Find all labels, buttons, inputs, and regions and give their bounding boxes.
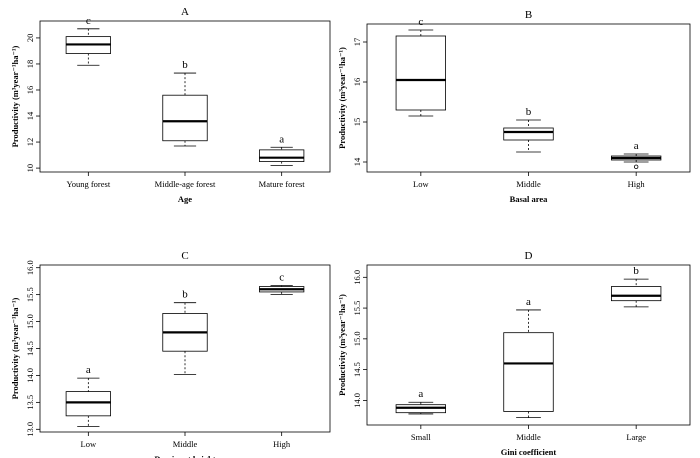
- panel-b: B 14 15 16 17 Productivity (m³year⁻¹ha⁻¹) Low M…: [337, 9, 691, 204]
- x-axis-title: Basal area: [510, 194, 549, 204]
- box-middle: b: [503, 106, 554, 153]
- x-tick-label: High: [628, 179, 646, 189]
- box-low: c: [395, 16, 446, 117]
- x-tick-label: Large: [626, 432, 646, 442]
- box-young-forest: c: [65, 15, 111, 66]
- y-tick-label: 16: [352, 78, 362, 87]
- y-tick-label: 15.0: [25, 314, 35, 329]
- y-tick-label: 16.0: [352, 270, 362, 285]
- significance-letter: a: [418, 388, 423, 400]
- y-tick-label: 10: [25, 164, 35, 173]
- y-tick-label: 14.5: [352, 362, 362, 377]
- iqr-box: [65, 391, 111, 417]
- y-tick-label: 15.5: [25, 287, 35, 302]
- y-tick-label: 13.5: [25, 395, 35, 410]
- significance-letter: b: [633, 265, 639, 277]
- box-high: c: [259, 271, 305, 296]
- panel-title: B: [525, 9, 532, 21]
- y-tick-label: 15: [352, 118, 362, 127]
- x-tick-label: Middle-age forest: [155, 179, 216, 189]
- y-axis-title: Productivity (m³year⁻¹ha⁻¹): [337, 294, 347, 396]
- y-tick-label: 16: [25, 86, 35, 95]
- y-tick-label: 18: [25, 60, 35, 68]
- x-tick-label: Low: [413, 179, 429, 189]
- x-axis-title: Dominant height: [154, 454, 215, 458]
- x-tick-label: Small: [411, 432, 431, 442]
- y-tick-label: 17: [352, 38, 362, 47]
- box-low: a: [65, 364, 111, 428]
- box-middle: a: [503, 296, 554, 419]
- iqr-box: [503, 127, 554, 141]
- significance-letter: c: [86, 15, 91, 27]
- box-high: a: [611, 140, 662, 169]
- box-large: b: [611, 265, 662, 308]
- significance-letter: b: [526, 106, 532, 118]
- panel-title: C: [181, 250, 188, 262]
- y-tick-label: 14.0: [25, 368, 35, 383]
- significance-letter: a: [634, 140, 639, 152]
- significance-letter: a: [279, 133, 284, 145]
- box-middle-age-forest: b: [162, 59, 208, 147]
- x-tick-label: Young forest: [66, 179, 110, 189]
- y-tick-label: 14: [352, 157, 362, 166]
- x-tick-label: Mature forest: [259, 179, 306, 189]
- significance-letter: b: [182, 59, 188, 71]
- y-tick-label: 15.5: [352, 301, 362, 316]
- panel-title: A: [181, 6, 189, 18]
- y-tick-label: 14.0: [352, 393, 362, 408]
- x-tick-label: Middle: [516, 179, 541, 189]
- outlier-point: [633, 164, 639, 169]
- significance-letter: b: [182, 289, 188, 301]
- significance-letter: a: [526, 296, 531, 308]
- y-tick-label: 13.0: [25, 422, 35, 437]
- x-tick-label: Low: [81, 439, 97, 449]
- panel-a: A 10 12 14 16 18 20 Productivity (m³year⁻¹ha⁻¹)…: [10, 6, 331, 204]
- panel-d: D 14.0 14.5 15.0 15.5 16.0 Productivity (m³yea…: [337, 250, 691, 457]
- x-tick-label: High: [273, 439, 291, 449]
- significance-letter: c: [279, 271, 284, 283]
- x-axis-title: Age: [178, 194, 192, 204]
- panel-title: D: [525, 250, 533, 262]
- iqr-box: [395, 35, 446, 111]
- x-axis-title: Gini coefficient: [501, 447, 557, 457]
- y-axis-title: Productivity (m³year⁻¹ha⁻¹): [10, 45, 20, 147]
- y-axis-title: Productivity (m³year⁻¹ha⁻¹): [337, 47, 347, 149]
- significance-letter: a: [86, 364, 91, 376]
- iqr-box: [162, 94, 208, 142]
- y-axis-title: Productivity (m³year⁻¹ha⁻¹): [10, 297, 20, 399]
- y-tick-label: 14: [25, 111, 35, 120]
- y-tick-label: 14.5: [25, 341, 35, 356]
- y-tick-label: 20: [25, 34, 35, 43]
- y-tick-label: 16.0: [25, 260, 35, 275]
- significance-letter: c: [418, 16, 423, 28]
- y-tick-label: 15.0: [352, 331, 362, 346]
- iqr-box: [503, 332, 554, 412]
- iqr-box: [611, 286, 662, 302]
- x-tick-label: Middle: [173, 439, 198, 449]
- iqr-box: [259, 149, 305, 162]
- x-tick-label: Middle: [516, 432, 541, 442]
- box-mature-forest: a: [259, 133, 305, 166]
- box-small: a: [395, 388, 446, 415]
- box-middle: b: [162, 289, 208, 375]
- panel-c: C 13.0 13.5 14.0 14.5 15.0 15.5 16.0 Productivit…: [10, 250, 331, 458]
- y-tick-label: 12: [25, 138, 35, 147]
